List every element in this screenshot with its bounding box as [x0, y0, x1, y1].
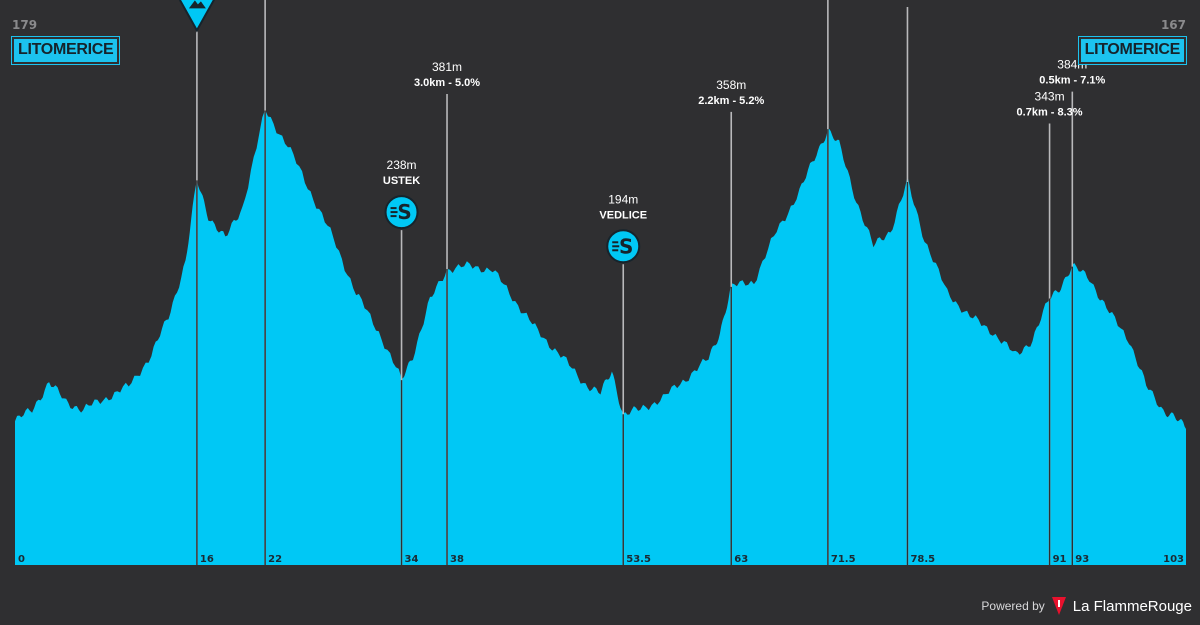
sprint-icon: S — [384, 195, 419, 230]
start-town-label: LITOMERICE — [10, 36, 121, 65]
annotation-altitude: 343m — [1035, 90, 1065, 104]
start-header: 179 LITOMERICE — [10, 18, 121, 65]
brand-footer: Powered by La FlammeRouge — [981, 596, 1192, 616]
distance-tick-label: 38 — [450, 554, 464, 565]
profile-area — [15, 109, 1186, 566]
annotation-altitude: 238m — [387, 158, 417, 172]
flamme-rouge-logo-icon — [1051, 597, 1066, 615]
annotation-altitude: 194m — [608, 192, 638, 206]
distance-tick-label: 71.5 — [831, 554, 856, 565]
distance-tick-label: 53.5 — [626, 554, 651, 565]
annotation-altitude: 358m — [716, 78, 746, 92]
sprint-icon: S — [606, 229, 641, 264]
annotation-climb-detail: 3.0km - 5.0% — [414, 77, 480, 89]
distance-tick-label: 34 — [405, 554, 419, 565]
distance-tick-label: 22 — [268, 554, 282, 565]
sprint-s-glyph: S — [397, 200, 411, 224]
distance-tick-label: 93 — [1075, 554, 1089, 565]
annotation-altitude: 381m — [432, 60, 462, 74]
brand-name: La FlammeRouge — [1072, 597, 1192, 615]
annotation-climb-detail: 2.2km - 5.2% — [698, 95, 764, 107]
annotation-climb-detail: 2.3km - 4.4% — [874, 0, 940, 2]
sprint-badge-circle — [384, 195, 419, 230]
sprint-badge-circle — [606, 229, 641, 264]
annotation-place-name: VEDLICE — [599, 209, 647, 221]
finish-town-label: LITOMERICE — [1077, 36, 1188, 65]
annotation-place-name: USTEK — [383, 175, 420, 187]
kom-mountain-icon — [178, 0, 216, 33]
distance-tick-label: 16 — [200, 554, 214, 565]
distance-tick-label: 63 — [734, 554, 748, 565]
distance-tick-label: 103 — [1163, 554, 1184, 565]
sprint-s-glyph: S — [619, 234, 633, 258]
finish-altitude: 167 — [1160, 18, 1186, 32]
distance-tick-label: 91 — [1053, 554, 1067, 565]
powered-by-text: Powered by — [981, 599, 1045, 613]
distance-tick-label: 78.5 — [910, 554, 935, 565]
annotation-climb-detail: 0.7km - 8.3% — [1017, 107, 1083, 119]
annotation-climb-detail: 0.5km - 7.1% — [1039, 75, 1105, 87]
kom-badge-shape — [178, 0, 216, 33]
distance-tick-label: 0 — [18, 554, 25, 565]
finish-header: 167 LITOMERICE — [1077, 18, 1188, 65]
start-altitude: 179 — [12, 18, 38, 32]
mountain-glyph — [188, 0, 206, 9]
